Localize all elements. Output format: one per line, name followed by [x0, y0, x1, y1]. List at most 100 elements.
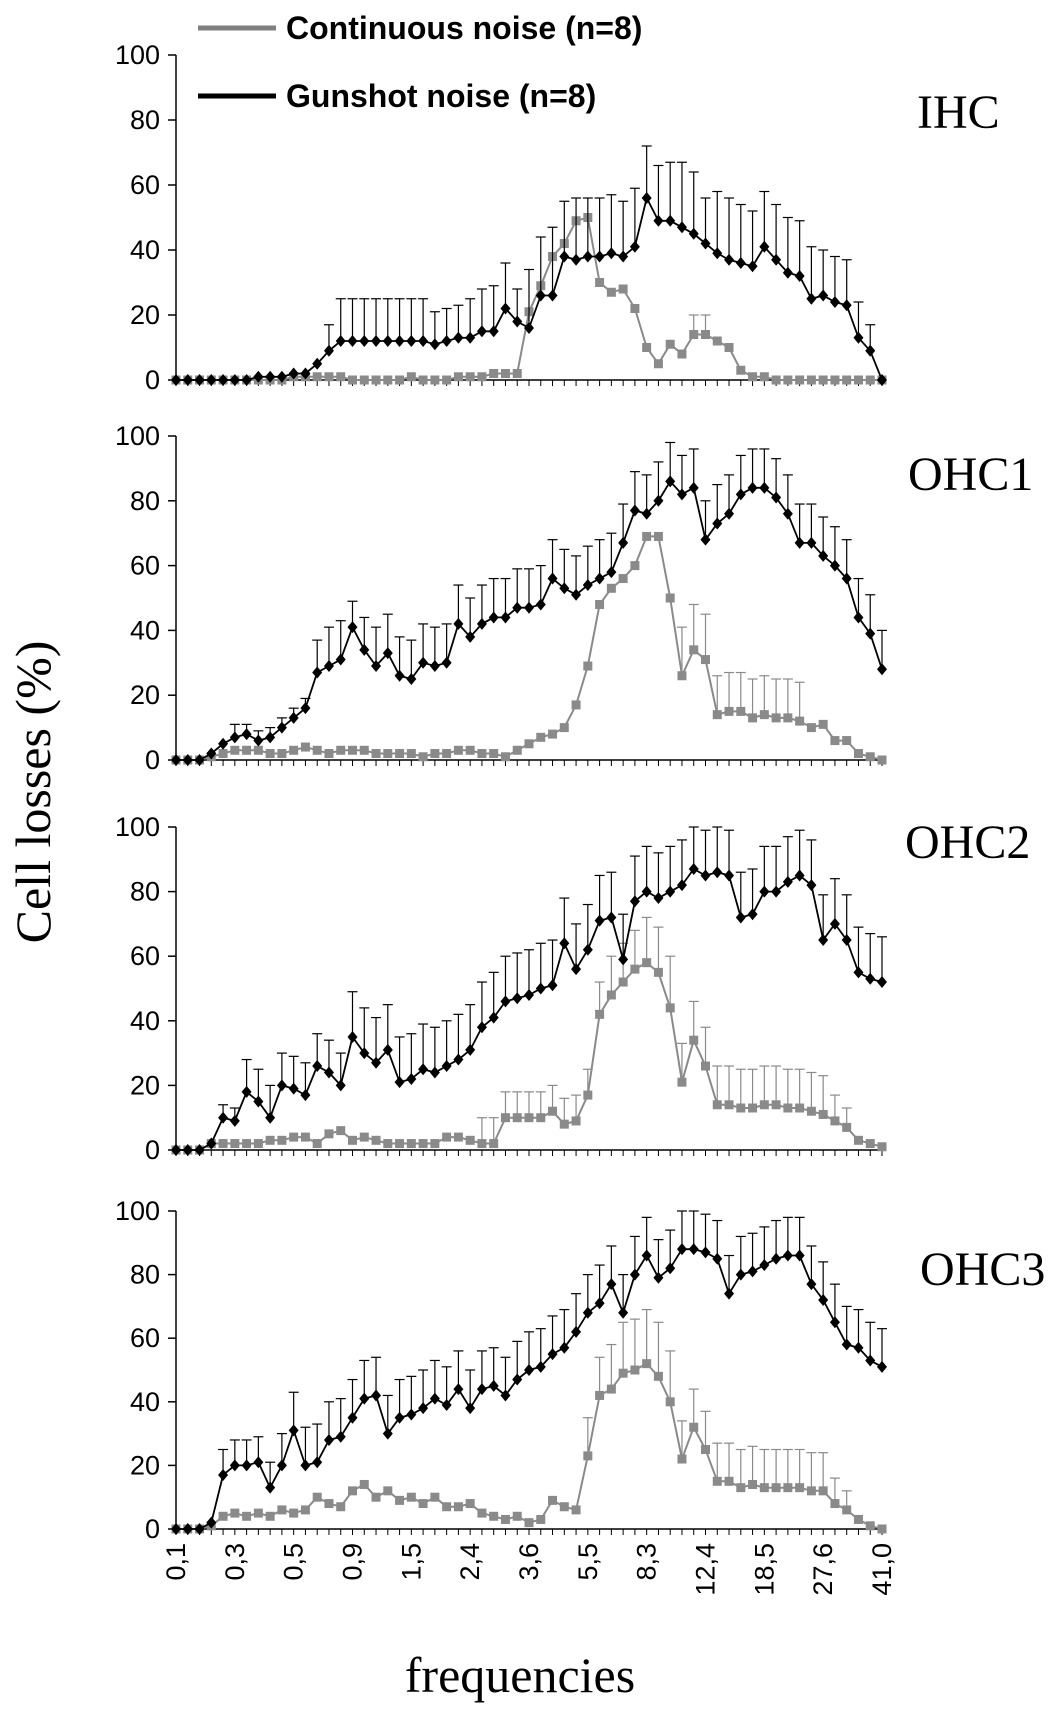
point-gunshot [571, 963, 582, 976]
point-gunshot [276, 1459, 287, 1472]
point-gunshot [265, 370, 276, 383]
point-gunshot [877, 976, 887, 989]
point-continuous [442, 1132, 452, 1142]
point-gunshot [476, 1021, 487, 1034]
y-tick-label: 60 [130, 170, 160, 200]
point-gunshot [571, 588, 582, 601]
point-gunshot [877, 1360, 887, 1373]
point-continuous [712, 1100, 722, 1110]
point-gunshot [335, 1430, 346, 1443]
point-gunshot [735, 1268, 746, 1281]
point-gunshot [629, 240, 640, 253]
x-tick-label: 18,5 [749, 1543, 779, 1596]
point-continuous [783, 375, 793, 385]
point-continuous [806, 723, 816, 733]
point-gunshot [453, 1383, 464, 1396]
point-continuous [418, 375, 428, 385]
point-gunshot [406, 1408, 417, 1421]
point-continuous [677, 671, 687, 681]
point-continuous [701, 655, 710, 665]
point-gunshot [218, 737, 229, 750]
point-continuous [289, 745, 299, 755]
point-continuous [348, 375, 357, 385]
point-gunshot [276, 370, 287, 383]
point-continuous [242, 1511, 252, 1521]
point-gunshot [300, 367, 311, 380]
point-continuous [865, 752, 875, 762]
point-continuous [853, 1135, 863, 1145]
point-continuous [830, 1116, 840, 1126]
point-continuous [324, 1129, 334, 1139]
point-gunshot [571, 1325, 582, 1338]
y-tick-label: 0 [145, 1135, 160, 1165]
point-continuous [865, 1521, 875, 1531]
point-continuous [312, 745, 322, 755]
point-gunshot [265, 731, 276, 744]
point-continuous [524, 739, 534, 749]
point-gunshot [735, 488, 746, 501]
point-gunshot [453, 1053, 464, 1066]
point-continuous [736, 1103, 746, 1113]
point-continuous [736, 1483, 746, 1493]
point-gunshot [735, 257, 746, 269]
point-continuous [677, 349, 687, 359]
point-gunshot [418, 656, 429, 669]
point-continuous [795, 375, 805, 385]
point-gunshot [206, 374, 217, 386]
point-continuous [383, 1486, 393, 1496]
point-continuous [418, 1499, 428, 1509]
point-gunshot [747, 481, 758, 494]
point-continuous [536, 1514, 546, 1524]
y-tick-label: 60 [130, 941, 160, 971]
point-continuous [312, 372, 322, 382]
panel-label-ohc2: OHC2 [905, 816, 1030, 869]
point-gunshot [335, 335, 346, 347]
point-continuous [583, 1090, 593, 1100]
panel-ohc3: 0 20 40 60 80 100 OHC3 0,1 0,3 0,5 0,9 1,5 2,4 3,6 5,5… [115, 1196, 1045, 1596]
point-gunshot [441, 1060, 452, 1073]
point-continuous [406, 1139, 416, 1149]
point-continuous [865, 375, 875, 385]
point-continuous [524, 1518, 534, 1528]
point-continuous [465, 372, 475, 382]
point-gunshot [500, 302, 511, 315]
point-continuous [783, 713, 793, 723]
point-gunshot [171, 374, 181, 386]
point-gunshot [476, 1383, 487, 1396]
point-gunshot [829, 917, 840, 930]
y-tick-label: 0 [145, 745, 160, 775]
y-tick-label: 100 [115, 421, 160, 451]
point-gunshot [582, 579, 593, 592]
point-gunshot [712, 1252, 723, 1265]
point-continuous [712, 1476, 722, 1486]
point-gunshot [594, 250, 605, 263]
point-gunshot [218, 1111, 229, 1124]
point-continuous [265, 749, 275, 759]
y-tick-label: 100 [115, 812, 160, 842]
point-gunshot [359, 1392, 370, 1405]
point-gunshot [253, 734, 264, 747]
point-gunshot [194, 374, 205, 386]
point-continuous [571, 1505, 581, 1515]
point-gunshot [735, 911, 746, 924]
point-continuous [253, 1508, 263, 1518]
point-continuous [395, 1495, 405, 1505]
point-gunshot [794, 270, 805, 282]
point-continuous [383, 1139, 393, 1149]
point-gunshot [382, 335, 393, 347]
point-gunshot [371, 335, 382, 347]
y-tick-label: 20 [130, 1070, 160, 1100]
point-gunshot [347, 1030, 358, 1043]
point-gunshot [618, 1306, 629, 1319]
y-axis-title: Cell losses (%) [5, 641, 61, 944]
point-gunshot [629, 504, 640, 517]
point-gunshot [288, 367, 299, 380]
point-continuous [512, 1113, 522, 1123]
point-continuous [665, 1397, 675, 1407]
point-continuous [806, 1106, 816, 1116]
point-continuous [689, 330, 699, 339]
point-continuous [265, 1135, 275, 1145]
point-continuous [759, 1483, 769, 1493]
point-continuous [830, 1499, 840, 1509]
y-tick-label: 100 [115, 1196, 160, 1226]
